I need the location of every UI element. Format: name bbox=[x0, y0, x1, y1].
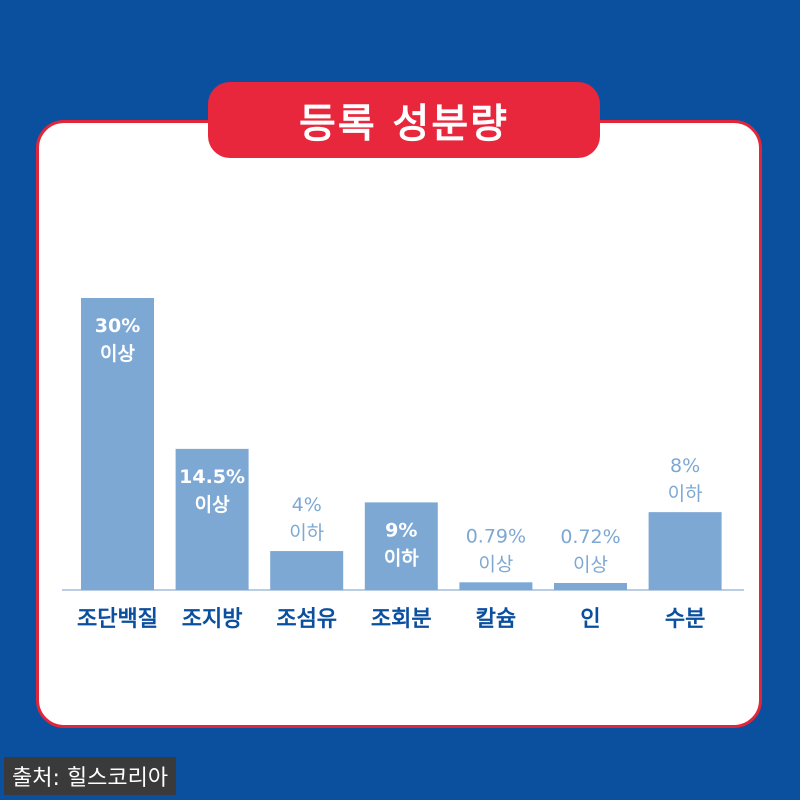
data-label-qualifier: 이상 bbox=[100, 343, 135, 365]
data-label-qualifier: 이하 bbox=[289, 522, 324, 544]
bar-5 bbox=[554, 582, 627, 590]
bar-2 bbox=[270, 551, 344, 590]
bar-3 bbox=[364, 502, 438, 590]
data-label-value: 4% bbox=[292, 494, 322, 516]
data-label-qualifier: 이상 bbox=[573, 554, 608, 576]
category-label: 조지방 bbox=[182, 607, 243, 632]
data-label-value: 9% bbox=[385, 519, 417, 541]
chart-title: 등록 성분량 bbox=[208, 82, 600, 158]
data-label-value: 14.5% bbox=[179, 466, 245, 488]
data-label-qualifier: 이하 bbox=[668, 483, 703, 505]
category-label: 칼슘 bbox=[476, 607, 516, 632]
category-label: 조회분 bbox=[371, 607, 432, 632]
bar-0 bbox=[81, 298, 154, 590]
bar-6 bbox=[648, 512, 722, 590]
data-label-value: 0.72% bbox=[560, 526, 620, 548]
data-label-value: 0.79% bbox=[466, 525, 526, 547]
data-label-qualifier: 이하 bbox=[384, 547, 419, 569]
category-label: 인 bbox=[580, 607, 600, 632]
bar-4 bbox=[459, 582, 533, 590]
data-label-qualifier: 이상 bbox=[195, 494, 230, 516]
category-label: 수분 bbox=[665, 607, 705, 632]
category-label: 조섬유 bbox=[276, 607, 337, 632]
source-caption: 출처: 힐스코리아 bbox=[4, 757, 177, 795]
bar-1 bbox=[175, 448, 249, 590]
chart-card bbox=[36, 120, 762, 728]
data-label-value: 30% bbox=[95, 315, 140, 337]
data-label-qualifier: 이상 bbox=[478, 553, 513, 575]
category-label: 조단백질 bbox=[77, 607, 158, 632]
data-label-value: 8% bbox=[670, 455, 700, 477]
